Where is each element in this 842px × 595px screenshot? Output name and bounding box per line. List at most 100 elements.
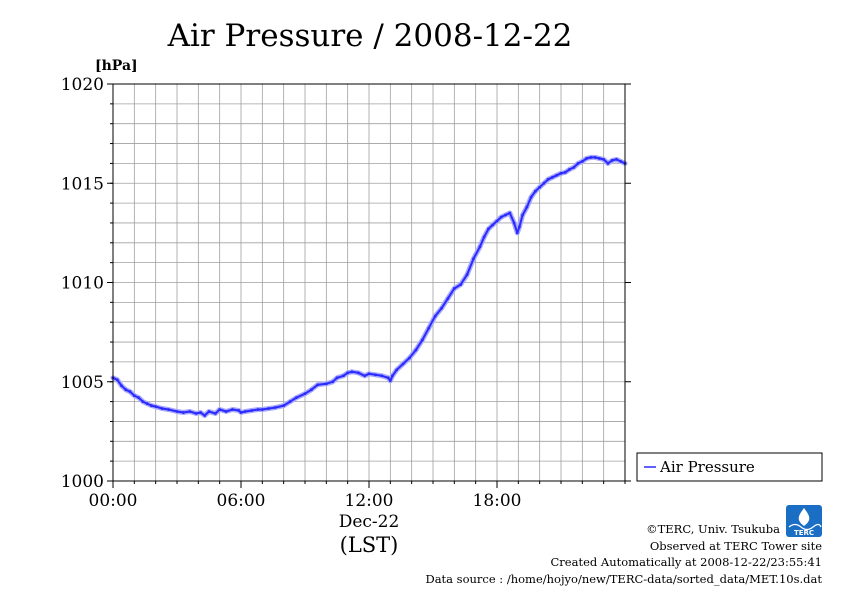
data-point xyxy=(303,392,307,396)
data-point xyxy=(433,314,437,318)
data-point xyxy=(427,326,431,330)
plot-frame xyxy=(112,83,626,482)
data-point xyxy=(546,177,550,181)
data-point xyxy=(551,175,554,179)
data-point xyxy=(386,376,390,380)
x-tick-label: 12:00 xyxy=(345,491,394,511)
data-point xyxy=(124,388,128,392)
data-point xyxy=(585,157,588,160)
data-point xyxy=(465,273,469,276)
x-sublabel: Dec-22 xyxy=(339,512,400,532)
legend: Air Pressure xyxy=(636,452,823,482)
data-point xyxy=(525,205,529,209)
data-point xyxy=(218,408,222,411)
data-point xyxy=(115,378,119,382)
chart-title: Air Pressure / 2008-12-22 xyxy=(167,18,573,54)
data-point xyxy=(188,410,192,413)
data-point xyxy=(568,167,571,171)
data-point xyxy=(580,160,584,163)
data-point xyxy=(335,376,339,380)
data-point xyxy=(440,306,443,310)
data-point xyxy=(367,372,371,376)
data-point xyxy=(199,411,202,414)
data-point xyxy=(237,409,241,412)
footer-source: Data source : /home/hojyo/new/TERC-data/… xyxy=(425,572,822,586)
data-point xyxy=(504,213,507,217)
logo-wave-icon xyxy=(788,523,822,531)
data-point xyxy=(256,408,260,411)
data-point xyxy=(363,374,367,378)
data-point xyxy=(593,156,597,159)
data-point xyxy=(508,211,512,215)
data-point xyxy=(589,156,593,159)
data-point xyxy=(239,411,243,414)
data-point xyxy=(267,407,271,410)
data-point xyxy=(598,157,601,160)
data-point xyxy=(538,185,542,189)
data-point xyxy=(515,231,519,235)
data-point xyxy=(563,170,567,174)
data-point xyxy=(350,370,354,374)
data-point xyxy=(542,181,546,185)
data-point xyxy=(145,402,149,405)
data-point xyxy=(576,162,580,165)
data-point xyxy=(288,400,292,403)
data-point xyxy=(250,409,254,412)
data-point xyxy=(182,411,185,414)
x-tick-label: 06:00 xyxy=(217,491,266,511)
data-point xyxy=(167,408,170,411)
data-point xyxy=(395,368,399,372)
data-point xyxy=(388,379,392,383)
y-tick-label: 1020 xyxy=(61,75,104,95)
data-point xyxy=(273,406,277,409)
data-point xyxy=(374,373,377,377)
logo-text: TERC xyxy=(794,529,814,537)
data-point xyxy=(414,348,418,352)
data-point xyxy=(495,219,499,223)
data-point xyxy=(472,257,475,261)
data-point xyxy=(380,374,384,378)
data-point xyxy=(120,384,123,388)
data-point xyxy=(295,396,298,400)
data-point xyxy=(132,394,136,398)
data-point xyxy=(316,383,320,387)
data-point xyxy=(446,296,450,300)
x-unit-label: (LST) xyxy=(340,533,399,557)
data-point xyxy=(534,189,537,193)
data-point xyxy=(141,400,145,403)
data-point xyxy=(194,412,198,415)
data-point xyxy=(231,408,234,411)
data-point xyxy=(260,408,264,411)
data-point xyxy=(459,283,463,286)
data-point xyxy=(342,374,345,378)
data-point xyxy=(391,374,394,378)
data-point xyxy=(572,165,576,169)
y-tick-label: 1000 xyxy=(61,472,104,492)
y-tick-label: 1015 xyxy=(61,174,104,194)
y-tick-label: 1010 xyxy=(61,274,104,294)
data-point xyxy=(555,173,559,177)
data-point xyxy=(282,404,286,407)
footer-created: Created Automatically at 2008-12-22/23:5… xyxy=(551,555,823,569)
series-layer xyxy=(110,154,628,418)
data-point xyxy=(478,245,482,249)
data-point xyxy=(401,362,405,366)
grid xyxy=(113,84,625,481)
logo-drop-icon xyxy=(798,508,810,526)
footer-copyright: ©TERC, Univ. Tsukuba xyxy=(646,522,780,536)
data-point xyxy=(137,396,141,400)
data-point xyxy=(610,159,614,162)
data-point xyxy=(154,405,158,408)
data-point xyxy=(491,223,495,227)
data-point xyxy=(512,221,516,225)
data-point xyxy=(346,371,350,375)
data-point xyxy=(521,213,524,217)
x-tick-label: 18:00 xyxy=(473,491,522,511)
data-point xyxy=(150,404,153,407)
y-tick-label: 1005 xyxy=(61,373,104,393)
data-point xyxy=(529,195,533,199)
data-point xyxy=(310,388,313,392)
x-tick-label: 00:00 xyxy=(89,491,138,511)
data-point xyxy=(224,410,228,413)
